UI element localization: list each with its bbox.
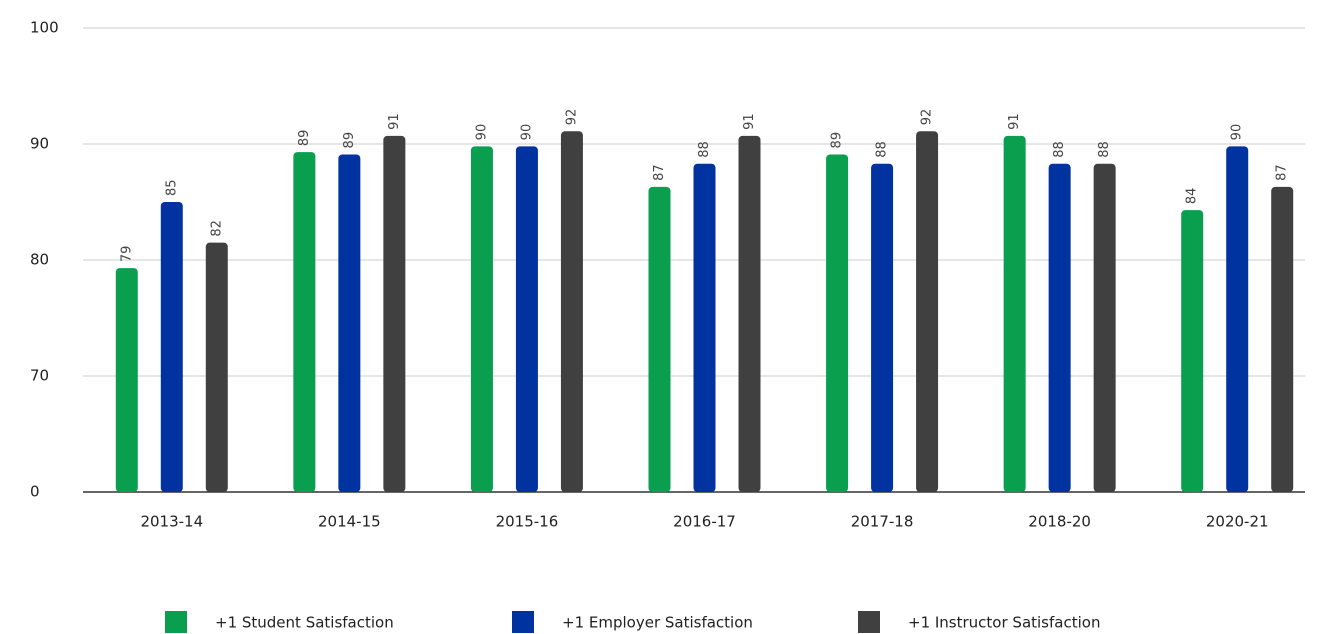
x-tick-label: 2014-15 [318, 513, 381, 531]
bar [1226, 146, 1249, 492]
y-tick-label: 100 [30, 19, 59, 37]
value-label: 89 [342, 132, 357, 149]
x-tick-label: 2013-14 [140, 513, 203, 531]
bar [160, 202, 183, 492]
bar [293, 152, 316, 492]
value-label: 88 [1097, 141, 1112, 158]
value-label: 90 [1230, 124, 1245, 141]
bar [1271, 186, 1294, 493]
value-label: 87 [1275, 164, 1290, 181]
x-tick-label: 2020-21 [1206, 513, 1269, 531]
bar [826, 154, 849, 492]
bar [1048, 163, 1071, 492]
value-label: 89 [297, 130, 312, 147]
value-label: 91 [742, 113, 757, 130]
x-tick-label: 2018-20 [1028, 513, 1091, 531]
value-label: 88 [1052, 141, 1067, 158]
bar [648, 186, 671, 493]
bar [1181, 210, 1204, 492]
bar [916, 131, 939, 493]
bar [693, 163, 716, 492]
bar [1093, 163, 1116, 492]
y-tick-label: 80 [30, 251, 49, 269]
bar [560, 131, 583, 493]
value-label: 90 [519, 124, 534, 141]
value-label: 89 [830, 132, 845, 149]
bar [738, 135, 761, 492]
value-label: 87 [652, 164, 667, 181]
legend-swatch [165, 611, 187, 633]
bar [383, 135, 406, 492]
value-label: 84 [1185, 188, 1200, 205]
value-label: 85 [164, 179, 179, 196]
y-tick-label: 90 [30, 135, 49, 153]
legend-label: +1 Employer Satisfaction [562, 614, 753, 632]
legend-swatch [858, 611, 880, 633]
bar [871, 163, 894, 492]
value-label: 91 [1007, 113, 1022, 130]
value-label: 92 [564, 109, 579, 126]
bar [515, 146, 538, 492]
value-label: 82 [209, 220, 224, 237]
value-label: 88 [875, 141, 890, 158]
value-label: 90 [474, 124, 489, 141]
bar [338, 154, 361, 492]
legend-swatch [512, 611, 534, 633]
legend-label: +1 Student Satisfaction [215, 614, 394, 632]
value-label: 88 [697, 141, 712, 158]
value-label: 91 [387, 113, 402, 130]
bar [470, 146, 493, 492]
x-tick-label: 2015-16 [496, 513, 559, 531]
value-label: 92 [920, 109, 935, 126]
bar [205, 242, 228, 492]
y-tick-label: 0 [30, 483, 40, 501]
x-tick-label: 2017-18 [851, 513, 914, 531]
bar [1003, 135, 1026, 492]
bar [115, 268, 138, 492]
value-label: 79 [119, 246, 134, 263]
y-tick-label: 70 [30, 367, 49, 385]
x-tick-label: 2016-17 [673, 513, 736, 531]
legend-label: +1 Instructor Satisfaction [908, 614, 1100, 632]
